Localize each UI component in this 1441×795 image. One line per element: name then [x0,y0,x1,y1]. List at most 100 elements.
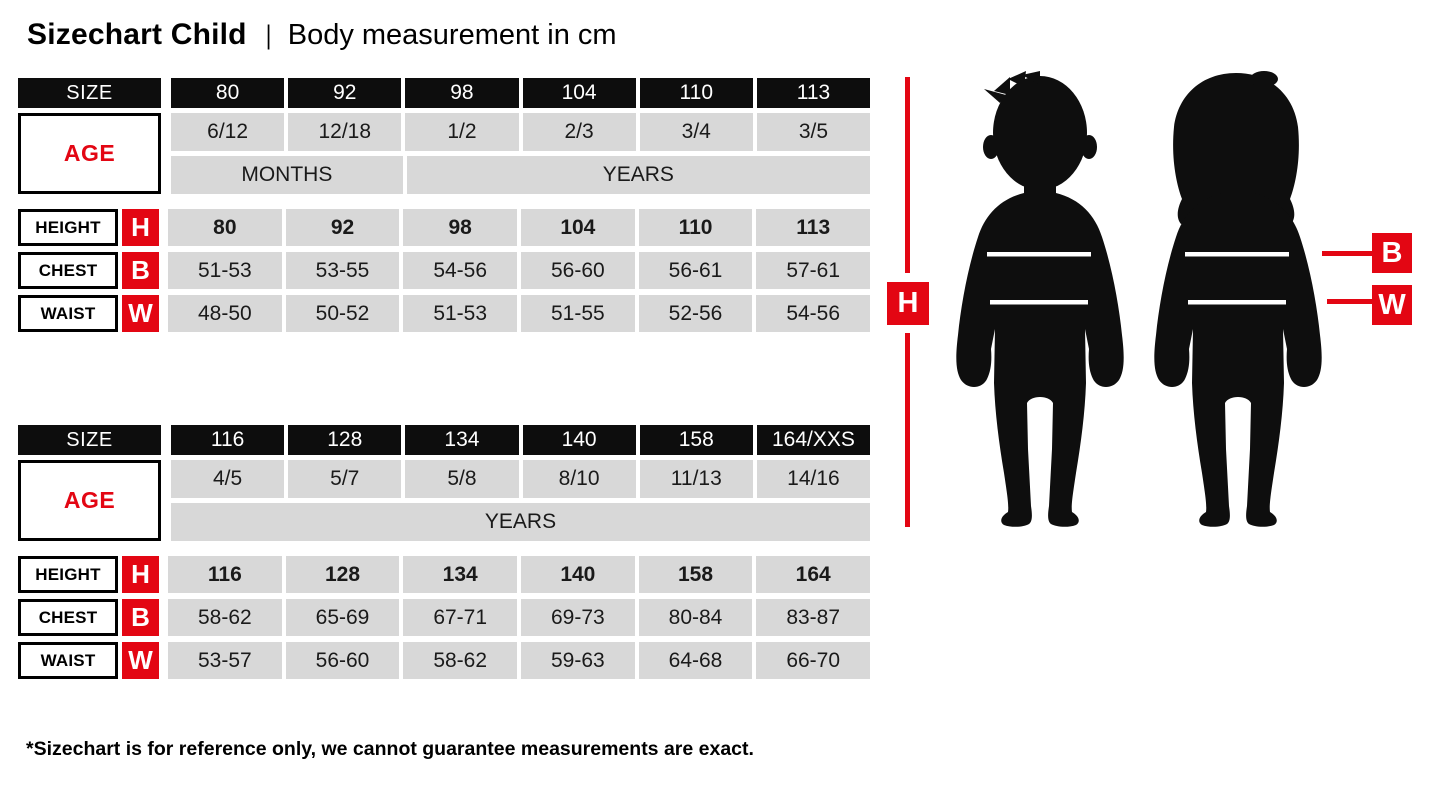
sizechart-table-1: SIZE 80 92 98 104 110 113 AGE 6/12 12/18 1/2 2/3 3/4… [18,78,871,332]
w-marker: W [122,295,159,332]
height-cell: 92 [285,209,400,246]
chest-label: CHEST [18,599,118,636]
size-cell: 158 [639,425,753,455]
sizechart-table-2: SIZE 116 128 134 140 158 164/XXS AGE 4/5 5/7 5/8 8/… [18,425,871,679]
height-label: HEIGHT [18,556,118,593]
h-marker: H [122,556,159,593]
w-marker: W [122,642,159,679]
size-cell: 110 [639,78,753,108]
waist-cell: 59-63 [521,642,635,679]
waist-pointer-line [1327,299,1372,304]
boy-waist-band [990,300,1088,305]
b-marker: B [122,599,159,636]
footnote: *Sizechart is for reference only, we can… [26,738,754,760]
height-cell: 104 [521,209,635,246]
size-cell: 128 [288,425,402,455]
chest-cell: 56-60 [521,252,635,289]
waist-cell: 51-55 [521,295,635,332]
chest-row: CHEST B 58-62 65-69 67-71 69-73 80-84 83-87 [18,599,871,636]
height-cell: 164 [756,556,871,593]
waist-label: WAIST [18,295,118,332]
size-cell: 116 [171,425,285,455]
age-scale-row: MONTHS YEARS [171,156,870,194]
boy-chest-band [987,252,1091,257]
waist-row: WAIST W 53-57 56-60 58-62 59-63 64-68 66-70 [18,642,871,679]
girl-waist-band [1188,300,1286,305]
page-title: Sizechart Child | Body measurement in cm [27,18,617,52]
height-cell: 134 [403,556,518,593]
chest-cell: 58-62 [168,599,282,636]
size-cell: 113 [756,78,871,108]
age-cell: 5/7 [288,460,402,498]
waist-cell: 53-57 [168,642,282,679]
size-cell: 164/XXS [756,425,871,455]
waist-cell: 66-70 [756,642,871,679]
age-block: AGE 6/12 12/18 1/2 2/3 3/4 3/5 MONTHS YEARS [18,113,871,194]
chest-cell: 54-56 [403,252,518,289]
size-cell: 92 [288,78,402,108]
chest-cell: 80-84 [638,599,753,636]
chest-marker-badge: B [1372,233,1412,273]
height-cell: 110 [638,209,753,246]
age-columns: 6/12 12/18 1/2 2/3 3/4 3/5 MONTHS YEARS [171,113,871,194]
waist-row: WAIST W 48-50 50-52 51-53 51-55 52-56 54-56 [18,295,871,332]
size-cell: 80 [171,78,285,108]
size-row: SIZE 116 128 134 140 158 164/XXS [18,425,871,455]
boy-silhouette [956,71,1124,527]
age-scale-cell: YEARS [406,156,870,194]
chest-cell: 57-61 [756,252,871,289]
age-values-row: 6/12 12/18 1/2 2/3 3/4 3/5 [171,113,871,151]
waist-cell: 51-53 [403,295,518,332]
height-cell: 98 [403,209,518,246]
chest-cell: 69-73 [521,599,635,636]
age-cell: 8/10 [522,460,636,498]
age-cell: 6/12 [171,113,285,151]
age-cell: 1/2 [405,113,519,151]
waist-label: WAIST [18,642,118,679]
age-columns: 4/5 5/7 5/8 8/10 11/13 14/16 YEARS [171,460,871,541]
age-cell: 4/5 [171,460,285,498]
age-cell: 5/8 [405,460,519,498]
height-cell: 140 [521,556,635,593]
height-cell: 80 [168,209,282,246]
waist-cell: 52-56 [638,295,753,332]
age-cell: 14/16 [756,460,871,498]
height-cell: 128 [285,556,400,593]
waist-cell: 50-52 [285,295,400,332]
height-cell: 113 [756,209,871,246]
girl-chest-band [1185,252,1289,257]
size-cell: 134 [405,425,519,455]
age-cell: 3/4 [639,113,753,151]
size-header-label: SIZE [18,78,161,108]
height-row: HEIGHT H 116 128 134 140 158 164 [18,556,871,593]
waist-cell: 56-60 [285,642,400,679]
waist-cell: 48-50 [168,295,282,332]
age-block: AGE 4/5 5/7 5/8 8/10 11/13 14/16 YEARS [18,460,871,541]
waist-cell: 64-68 [638,642,753,679]
size-cell: 104 [522,78,636,108]
age-scale-cell: YEARS [171,503,870,541]
chest-cell: 65-69 [285,599,400,636]
age-cell: 12/18 [288,113,402,151]
chest-row: CHEST B 51-53 53-55 54-56 56-60 56-61 57-61 [18,252,871,289]
height-row: HEIGHT H 80 92 98 104 110 113 [18,209,871,246]
b-marker: B [122,252,159,289]
age-cell: 3/5 [756,113,871,151]
age-values-row: 4/5 5/7 5/8 8/10 11/13 14/16 [171,460,871,498]
age-label: AGE [18,113,161,194]
table-spacer [18,541,870,556]
height-label: HEIGHT [18,209,118,246]
age-scale-cell: MONTHS [171,156,403,194]
height-marker-badge: H [887,282,929,325]
page-title-sub: Body measurement in cm [287,18,617,51]
size-row: SIZE 80 92 98 104 110 113 [18,78,871,108]
age-cell: 2/3 [522,113,636,151]
height-cell: 158 [638,556,753,593]
chest-pointer-line [1322,251,1372,256]
chest-cell: 53-55 [285,252,400,289]
height-line-bottom [905,333,910,527]
chest-cell: 56-61 [638,252,753,289]
chest-cell: 67-71 [403,599,518,636]
age-label: AGE [18,460,161,541]
